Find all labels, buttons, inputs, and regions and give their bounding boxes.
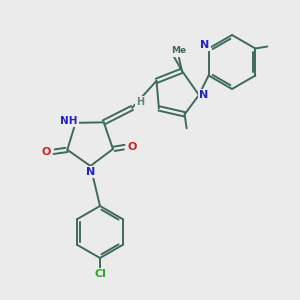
Text: O: O (127, 142, 136, 152)
Text: N: N (86, 167, 95, 177)
Text: N: N (199, 90, 208, 100)
Text: Me: Me (171, 46, 187, 55)
Text: NH: NH (60, 116, 77, 126)
Text: Cl: Cl (94, 269, 106, 279)
Text: O: O (42, 147, 51, 157)
Text: H: H (136, 97, 144, 107)
Text: N: N (200, 40, 209, 50)
